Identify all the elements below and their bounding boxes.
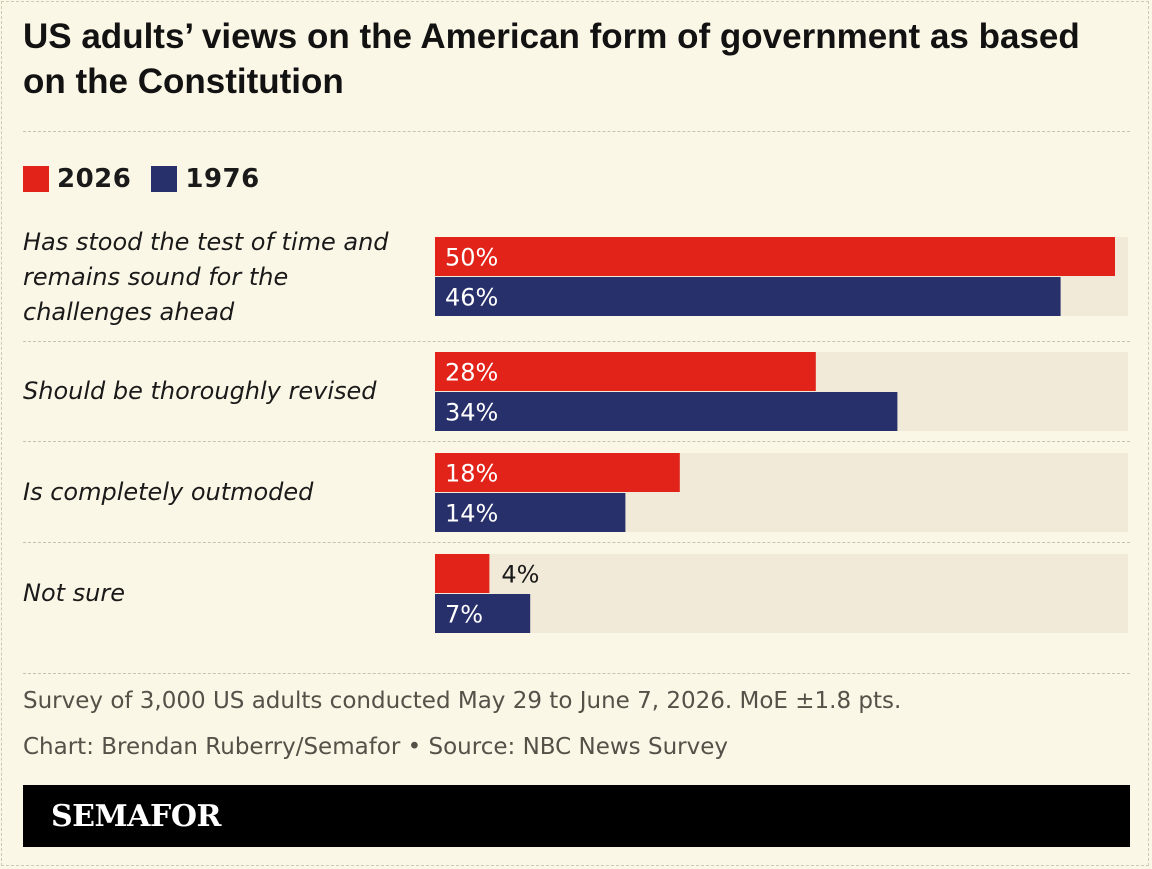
legend-swatch-2026	[23, 166, 49, 192]
data-label-1976: 46%	[445, 284, 498, 312]
footer-bar: SEMAFOR	[23, 785, 1130, 847]
bar-2026	[435, 352, 816, 391]
bar-track	[435, 554, 1128, 633]
data-label-2026: 4%	[501, 561, 539, 589]
category-label: Not sure	[23, 578, 126, 607]
row-divider	[23, 441, 1130, 442]
category-label: Has stood the test of time and remains s…	[23, 227, 389, 326]
data-label-2026: 18%	[445, 460, 498, 488]
legend-label-2026: 2026	[57, 164, 132, 194]
category-label: Is completely outmoded	[23, 477, 314, 506]
notes-divider	[23, 673, 1130, 674]
data-label-1976: 34%	[445, 399, 498, 427]
row-divider	[23, 542, 1130, 543]
data-label-1976: 7%	[445, 601, 483, 629]
category-label: Should be thoroughly revised	[23, 376, 377, 405]
bar-1976	[435, 493, 626, 532]
legend-item-1976: 1976	[151, 164, 259, 194]
bar-2026	[435, 453, 680, 492]
brand-logo: SEMAFOR	[51, 798, 221, 834]
survey-note: Survey of 3,000 US adults conducted May …	[23, 688, 902, 714]
data-label-2026: 50%	[445, 244, 498, 272]
bar-1976	[435, 594, 531, 633]
bar-2026	[435, 237, 1115, 276]
title-divider	[23, 131, 1130, 132]
bar-1976	[435, 392, 898, 431]
bar-2026	[435, 554, 490, 593]
chart-title: US adults’ views on the American form of…	[23, 17, 1080, 101]
bar-1976	[435, 277, 1061, 316]
legend: 2026 1976	[23, 164, 280, 194]
legend-item-2026: 2026	[23, 164, 131, 194]
legend-label-1976: 1976	[185, 164, 260, 194]
chart-credit: Chart: Brendan Ruberry/Semafor • Source:…	[23, 734, 728, 760]
row-divider	[23, 341, 1130, 342]
data-label-2026: 28%	[445, 359, 498, 387]
legend-swatch-1976	[151, 166, 178, 192]
data-label-1976: 14%	[445, 500, 498, 528]
